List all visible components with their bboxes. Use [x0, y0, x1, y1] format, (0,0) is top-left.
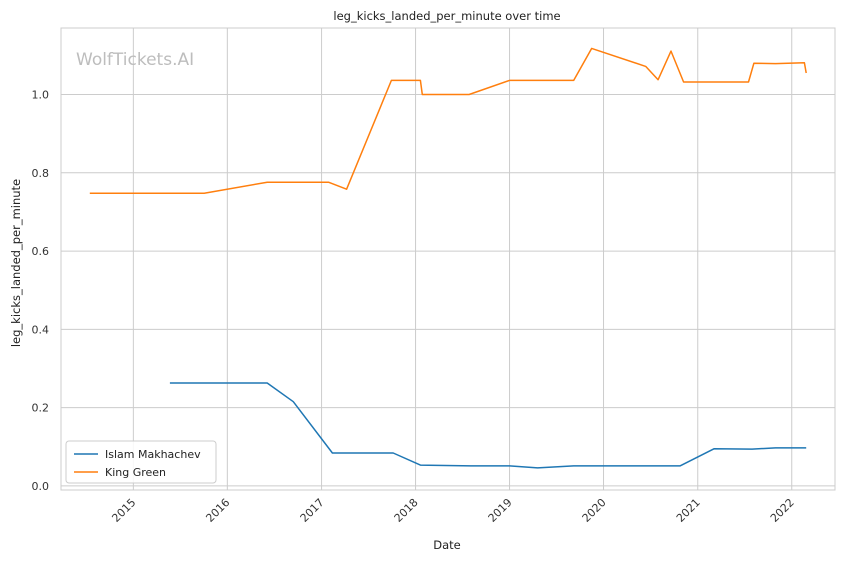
y-axis-ticks: 0.0 0.2 0.4 0.6 0.8 1.0	[32, 89, 50, 493]
legend: Islam Makhachev King Green	[65, 440, 217, 484]
x-axis-label: Date	[433, 538, 461, 552]
x-tick-label: 2018	[392, 496, 421, 525]
y-axis-label: leg_kicks_landed_per_minute	[9, 179, 23, 347]
y-tick-label: 1.0	[32, 89, 50, 102]
y-tick-label: 0.6	[32, 245, 50, 258]
x-axis-ticks: 2015 2016 2017 2018 2019 2020 2021 2022	[109, 496, 796, 525]
x-tick-label: 2015	[109, 496, 138, 525]
legend-label-king-green: King Green	[105, 466, 166, 479]
x-tick-label: 2022	[768, 496, 797, 525]
grid	[61, 28, 835, 490]
legend-label-islam-makhachev: Islam Makhachev	[105, 448, 201, 461]
plot-frame	[60, 27, 836, 491]
y-tick-label: 0.0	[32, 480, 50, 493]
y-tick-label: 0.2	[32, 402, 50, 415]
x-tick-label: 2021	[674, 496, 703, 525]
chart-title: leg_kicks_landed_per_minute over time	[333, 9, 560, 23]
x-tick-label: 2016	[203, 496, 232, 525]
x-tick-label: 2019	[486, 496, 515, 525]
series-line-islam-makhachev	[169, 382, 807, 469]
watermark-text: WolfTickets.AI	[76, 50, 194, 70]
x-tick-label: 2020	[580, 496, 609, 525]
y-tick-label: 0.8	[32, 167, 50, 180]
series-line-king-green	[89, 47, 807, 194]
y-tick-label: 0.4	[32, 323, 50, 336]
legend-box	[65, 440, 217, 484]
x-tick-label: 2017	[298, 496, 327, 525]
series-lines	[89, 47, 807, 469]
